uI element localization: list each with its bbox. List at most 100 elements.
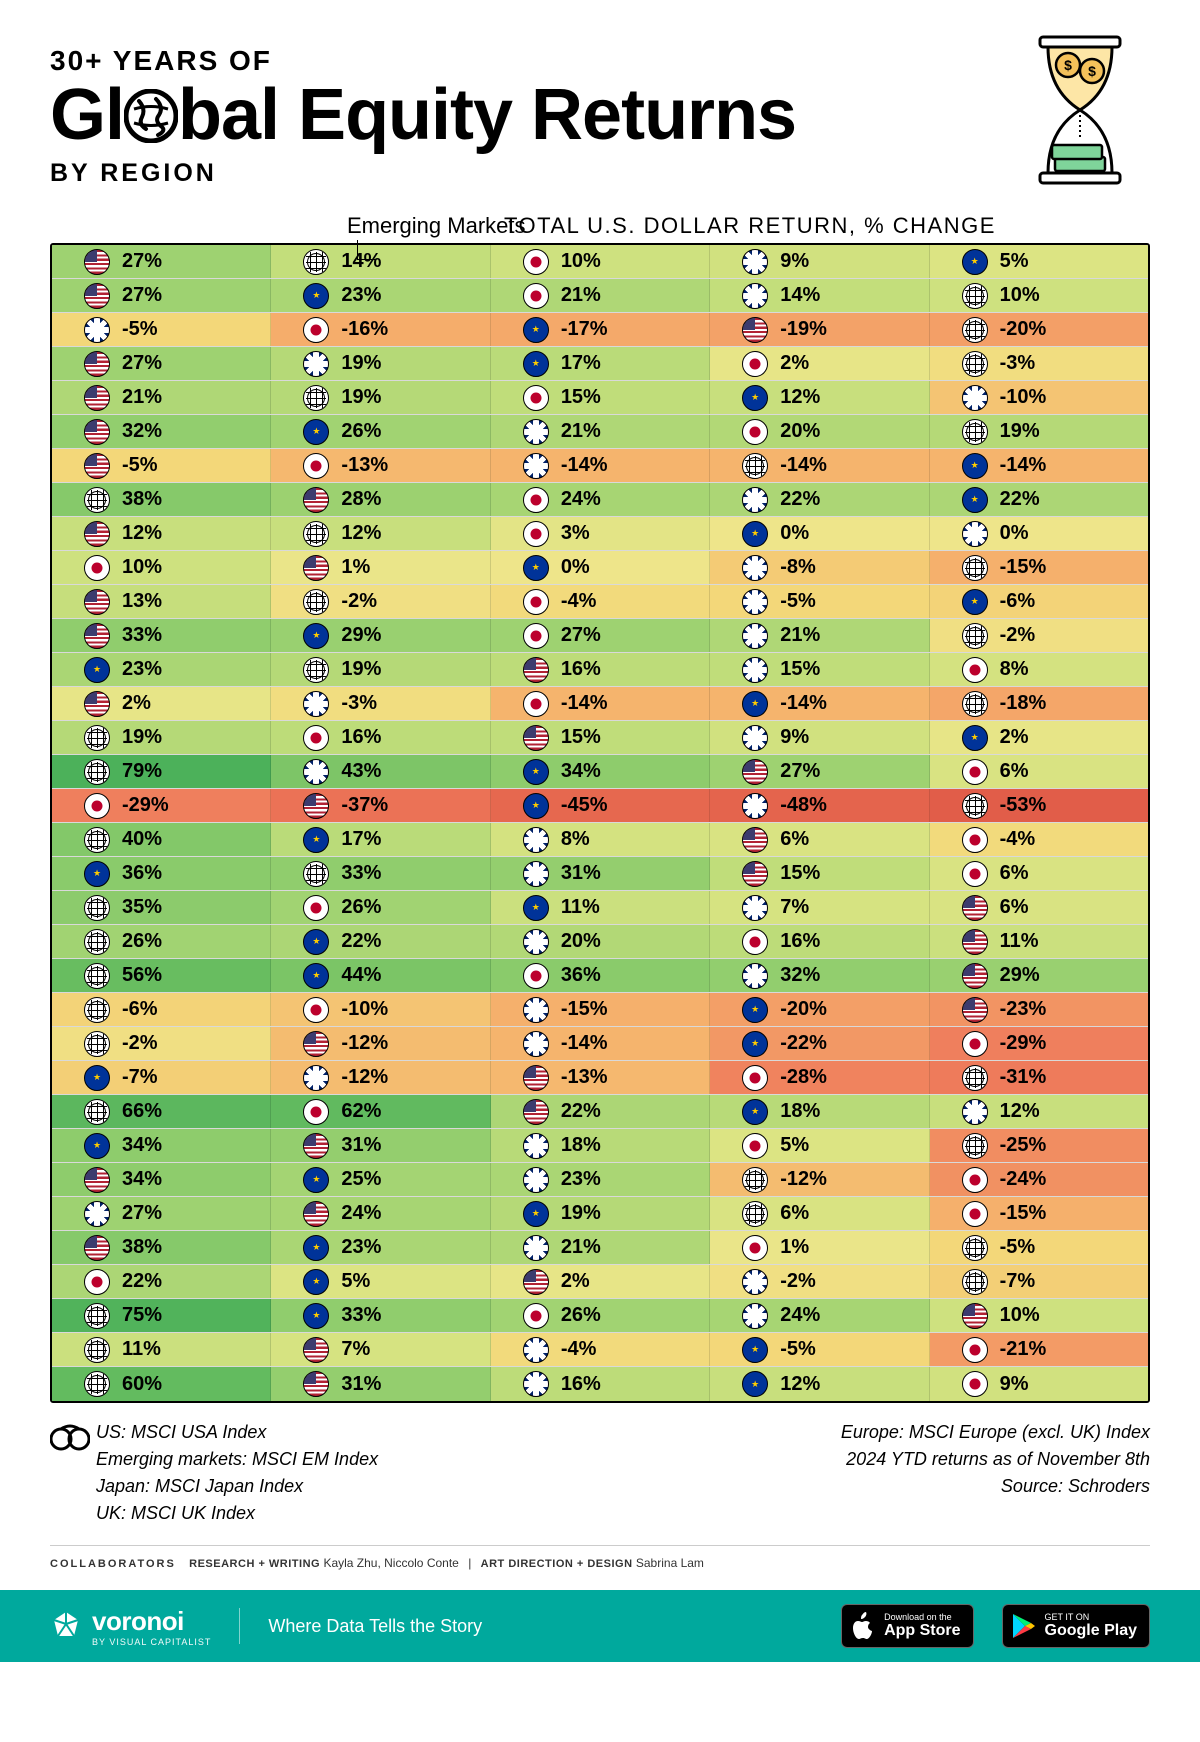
return-cell: -14%: [710, 687, 929, 720]
svg-text:$: $: [1064, 57, 1072, 73]
us-flag-icon: [962, 997, 988, 1023]
table-row: 199966%62%22%18%12%: [52, 1095, 1148, 1129]
us-flag-icon: [303, 1201, 329, 1227]
return-value: 16%: [561, 658, 601, 681]
return-cell: -45%: [491, 789, 710, 822]
globe-flag-icon: [84, 929, 110, 955]
app-store-button[interactable]: Download on the App Store: [841, 1604, 973, 1648]
legend-right-text: Europe: MSCI Europe (excl. UK) Index2024…: [841, 1419, 1150, 1527]
return-value: 17%: [561, 352, 601, 375]
return-cell: 34%: [491, 755, 710, 788]
return-value: 8%: [561, 828, 590, 851]
us-flag-icon: [84, 419, 110, 445]
return-value: 19%: [341, 658, 381, 681]
return-value: 12%: [780, 386, 820, 409]
uk-flag-icon: [523, 861, 549, 887]
return-cell: -6%: [52, 993, 271, 1026]
return-value: -4%: [561, 1338, 597, 1361]
table-row: 20112%-3%-14%-14%-18%: [52, 687, 1148, 721]
return-value: -16%: [341, 318, 388, 341]
globe-flag-icon: [84, 997, 110, 1023]
globe-flag-icon: [303, 589, 329, 615]
return-value: 34%: [122, 1168, 162, 1191]
return-cell: 12%: [710, 381, 929, 414]
brand-logo[interactable]: voronoi BY VISUAL CAPITALIST: [50, 1606, 211, 1647]
return-cell: 28%: [271, 483, 490, 516]
return-cell: -21%: [930, 1333, 1148, 1366]
return-cell: -20%: [930, 313, 1148, 346]
table-row: 201612%12%3%0%0%: [52, 517, 1148, 551]
return-cell: -16%: [271, 313, 490, 346]
globe-flag-icon: [962, 317, 988, 343]
eu-flag-icon: [523, 317, 549, 343]
return-cell: 5%: [271, 1265, 490, 1298]
return-cell: 22%: [52, 1265, 271, 1298]
globe-flag-icon: [962, 351, 988, 377]
us-flag-icon: [84, 249, 110, 275]
us-flag-icon: [303, 1371, 329, 1397]
table-row: 2018-5%-13%-14%-14%-14%: [52, 449, 1148, 483]
return-cell: 11%: [930, 925, 1148, 958]
return-cell: 60%: [52, 1367, 271, 1401]
japan-flag-icon: [742, 1133, 768, 1159]
japan-flag-icon: [523, 1303, 549, 1329]
globe-flag-icon: [84, 963, 110, 989]
return-cell: 15%: [491, 721, 710, 754]
credits: COLLABORATORS RESEARCH + WRITING Kayla Z…: [50, 1545, 1150, 1570]
return-cell: 32%: [52, 415, 271, 448]
return-value: -14%: [561, 454, 608, 477]
return-value: 56%: [122, 964, 162, 987]
table-row: 201333%29%27%21%-2%: [52, 619, 1148, 653]
google-play-button[interactable]: GET IT ON Google Play: [1002, 1604, 1150, 1648]
return-value: 24%: [561, 488, 601, 511]
return-cell: 26%: [491, 1299, 710, 1332]
table-row: 199734%25%23%-12%-24%: [52, 1163, 1148, 1197]
return-cell: 10%: [930, 1299, 1148, 1332]
return-value: 27%: [780, 760, 820, 783]
return-value: 27%: [122, 284, 162, 307]
eu-flag-icon: [742, 997, 768, 1023]
eu-flag-icon: [962, 589, 988, 615]
eu-flag-icon: [303, 827, 329, 853]
return-cell: 21%: [491, 1231, 710, 1264]
return-value: -13%: [341, 454, 388, 477]
return-cell: -28%: [710, 1061, 929, 1094]
return-value: 16%: [561, 1373, 601, 1396]
table-row: 201932%26%21%20%19%: [52, 415, 1148, 449]
return-value: 26%: [341, 896, 381, 919]
us-flag-icon: [84, 1167, 110, 1193]
return-cell: 26%: [271, 891, 490, 924]
eu-flag-icon: [742, 1031, 768, 1057]
return-value: -2%: [122, 1032, 158, 1055]
return-value: 24%: [341, 1202, 381, 1225]
japan-flag-icon: [303, 1099, 329, 1125]
return-cell: 15%: [710, 653, 929, 686]
return-cell: 13%: [52, 585, 271, 618]
japan-flag-icon: [962, 759, 988, 785]
japan-flag-icon: [523, 249, 549, 275]
return-cell: 5%: [930, 245, 1148, 278]
return-cell: -25%: [930, 1129, 1148, 1162]
uk-flag-icon: [303, 691, 329, 717]
return-value: -25%: [1000, 1134, 1047, 1157]
globe-flag-icon: [962, 691, 988, 717]
return-value: 12%: [1000, 1100, 1040, 1123]
us-flag-icon: [84, 589, 110, 615]
uk-flag-icon: [962, 521, 988, 547]
play-icon: [1011, 1612, 1037, 1640]
return-cell: 24%: [710, 1299, 929, 1332]
return-cell: -22%: [710, 1027, 929, 1060]
return-value: 18%: [561, 1134, 601, 1157]
return-value: -2%: [341, 590, 377, 613]
uk-flag-icon: [962, 385, 988, 411]
tagline: Where Data Tells the Story: [268, 1616, 813, 1637]
return-value: -5%: [122, 318, 158, 341]
eu-flag-icon: [523, 555, 549, 581]
return-cell: 44%: [271, 959, 490, 992]
return-cell: -3%: [930, 347, 1148, 380]
legend-line: Emerging markets: MSCI EM Index: [96, 1446, 378, 1473]
return-value: -17%: [561, 318, 608, 341]
return-cell: 33%: [271, 857, 490, 890]
return-value: 9%: [780, 250, 809, 273]
return-value: 75%: [122, 1304, 162, 1327]
